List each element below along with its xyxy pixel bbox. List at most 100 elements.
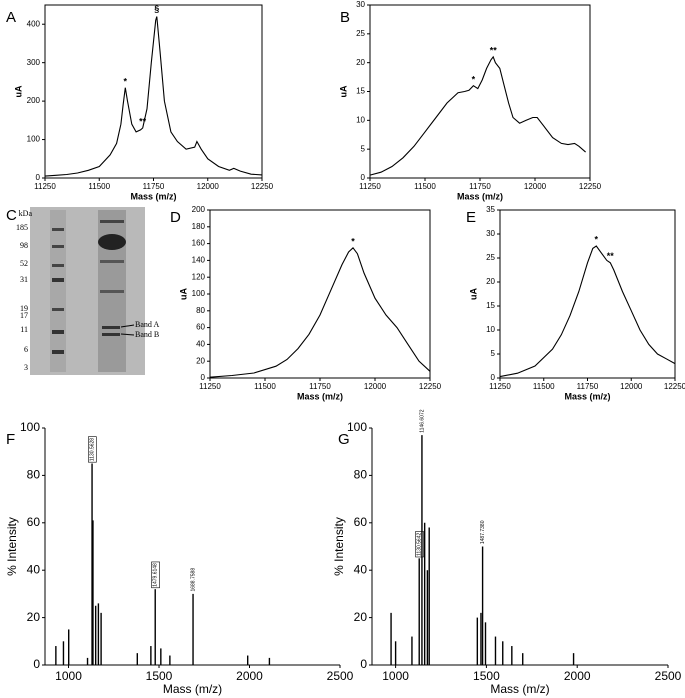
panel-label: B [340, 9, 350, 26]
x-tick-label: 1500 [473, 669, 500, 683]
x-tick-label: 11250 [359, 182, 381, 191]
y-axis-label: % Intensity [332, 517, 346, 576]
peak-label: 1146.6072 [419, 409, 425, 432]
marker-lane [50, 210, 66, 372]
gel-band [52, 308, 64, 311]
plot-frame [209, 209, 431, 379]
annotation: ** [607, 251, 615, 261]
plot-frame [499, 209, 676, 379]
gel-band [100, 260, 124, 263]
annotation: ** [490, 46, 498, 56]
y-tick-label: 25 [356, 29, 365, 38]
gel-band [52, 330, 64, 334]
y-tick-label: 80 [196, 306, 205, 315]
y-tick-label: 100 [27, 135, 41, 144]
x-axis-label: Mass (m/z) [297, 391, 343, 401]
y-tick-label: 25 [486, 253, 495, 262]
x-tick-label: 12000 [524, 182, 547, 191]
gel-band [102, 333, 120, 336]
y-tick-label: 200 [27, 96, 41, 105]
y-tick-label: 5 [361, 144, 366, 153]
x-tick-label: 11250 [34, 182, 56, 191]
plot-frame [369, 4, 591, 179]
gel-band [52, 228, 64, 231]
panel-label: F [6, 431, 15, 448]
gel-image [30, 207, 145, 375]
x-tick-label: 11250 [489, 382, 511, 391]
spectrum-line [369, 55, 586, 176]
y-axis-label: uA [468, 288, 478, 300]
x-tick-label: 2500 [655, 669, 682, 683]
panel-label: A [6, 9, 16, 26]
gel-unit: kDa [19, 209, 33, 218]
y-tick-label: 180 [192, 222, 206, 231]
x-tick-label: 12250 [251, 182, 274, 191]
y-tick-label: 0 [36, 173, 41, 182]
x-tick-label: 11500 [88, 182, 110, 191]
gel-band [100, 290, 124, 293]
y-axis-label: % Intensity [5, 517, 19, 576]
y-tick-label: 35 [486, 205, 495, 214]
y-tick-label: 100 [347, 420, 367, 434]
gel-band [52, 350, 64, 354]
y-tick-label: 60 [354, 515, 368, 529]
gel-marker-label: 98 [20, 241, 28, 250]
y-tick-label: 40 [196, 340, 205, 349]
y-tick-label: 5 [491, 349, 496, 358]
annotation: * [351, 236, 355, 246]
gel-marker-label: 31 [20, 275, 28, 284]
band-pointer [120, 333, 135, 336]
gel-band [52, 278, 64, 282]
y-tick-label: 15 [356, 87, 365, 96]
annotation: * [472, 74, 476, 84]
annotation: * [594, 235, 598, 245]
spectrum-line [44, 16, 263, 177]
panel-label: E [466, 209, 476, 226]
y-tick-label: 30 [486, 229, 495, 238]
x-tick-label: 12250 [664, 382, 685, 391]
gel-marker-label: 17 [20, 311, 28, 320]
x-tick-label: 1000 [55, 669, 82, 683]
x-axis-label: Mass (m/z) [163, 682, 222, 696]
peak-label: 1479.6148 [153, 563, 159, 587]
annotation: ** [139, 117, 147, 127]
panel-label: C [6, 207, 17, 224]
y-tick-label: 10 [486, 325, 495, 334]
gel-band [100, 220, 124, 223]
y-tick-label: 20 [486, 277, 495, 286]
y-tick-label: 0 [361, 173, 366, 182]
y-tick-label: 60 [27, 515, 41, 529]
band-label: Band B [135, 330, 159, 339]
x-tick-label: 12250 [579, 182, 602, 191]
annotation: * [124, 76, 128, 86]
y-tick-label: 140 [192, 256, 206, 265]
y-tick-label: 20 [27, 610, 41, 624]
y-tick-label: 100 [192, 289, 206, 298]
y-tick-label: 300 [27, 58, 41, 67]
x-tick-label: 2500 [327, 669, 354, 683]
peak-label: 1130.5628 [89, 438, 95, 461]
x-tick-label: 12250 [419, 382, 442, 391]
gel-marker-label: 19 [20, 304, 28, 313]
y-tick-label: 0 [360, 657, 367, 671]
gel-band [98, 234, 126, 250]
spectrum-line [499, 245, 676, 378]
x-tick-label: 1000 [382, 669, 409, 683]
y-tick-label: 100 [20, 420, 40, 434]
x-tick-label: 11250 [199, 382, 221, 391]
panel-label: D [170, 209, 181, 226]
y-tick-label: 10 [356, 115, 365, 124]
y-axis-label: uA [13, 85, 23, 97]
x-axis-label: Mass (m/z) [564, 391, 610, 401]
x-tick-label: 11500 [533, 382, 555, 391]
y-tick-label: 40 [354, 562, 368, 576]
band-pointer [120, 324, 135, 328]
y-tick-label: 160 [192, 239, 206, 248]
y-tick-label: 20 [196, 356, 205, 365]
y-tick-label: 60 [196, 323, 205, 332]
x-axis-label: Mass (m/z) [490, 682, 549, 696]
y-tick-label: 40 [27, 562, 41, 576]
x-tick-label: 1500 [146, 669, 173, 683]
peak-label: 1487.7380 [480, 520, 486, 544]
